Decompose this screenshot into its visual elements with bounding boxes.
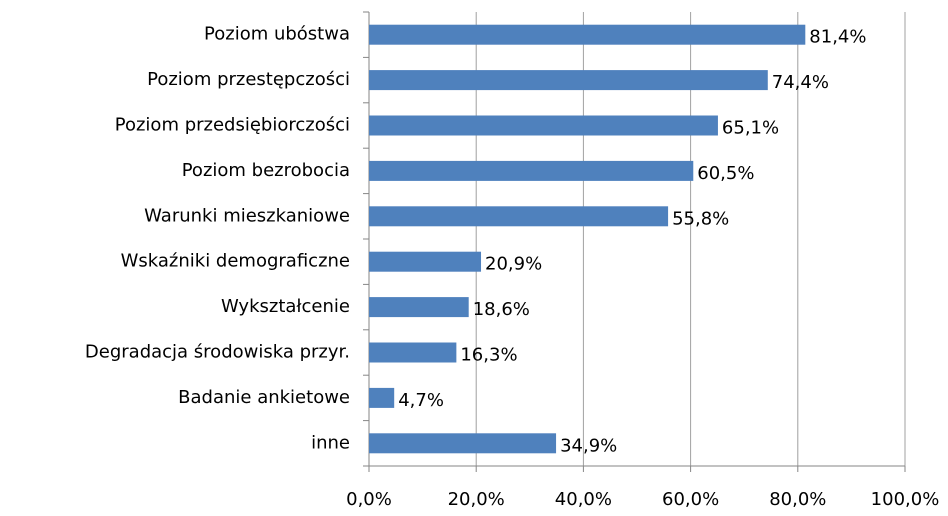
y-tick-label: Wskaźniki demograficzne (121, 251, 350, 272)
bar (369, 297, 469, 318)
bar (369, 24, 806, 45)
y-tick-label: Degradacja środowiska przyr. (85, 342, 350, 363)
y-tick-label: Badanie ankietowe (178, 387, 350, 408)
y-tick-label: Poziom przestępczości (147, 69, 350, 90)
y-tick-label: Poziom bezrobocia (182, 160, 350, 181)
bar (369, 251, 482, 272)
data-label: 60,5% (697, 163, 754, 184)
bar (369, 387, 395, 408)
x-tick-label: 60,0% (662, 489, 719, 510)
data-label: 4,7% (398, 390, 444, 411)
data-label: 34,9% (560, 435, 617, 456)
y-tick-label: inne (311, 432, 350, 453)
x-tick-label: 40,0% (555, 489, 612, 510)
bar (369, 70, 768, 91)
x-tick-label: 100,0% (871, 489, 940, 510)
x-tick-label: 80,0% (769, 489, 826, 510)
bar (369, 160, 694, 181)
x-tick-label: 0,0% (346, 489, 392, 510)
y-tick-label: Poziom ubóstwa (204, 24, 350, 45)
data-label: 20,9% (485, 254, 542, 275)
data-label: 81,4% (809, 27, 866, 48)
data-label: 74,4% (772, 72, 829, 93)
bar (369, 115, 718, 136)
data-label: 65,1% (722, 118, 779, 139)
y-tick-label: Poziom przedsiębiorczości (115, 115, 350, 136)
x-tick-label: 20,0% (448, 489, 505, 510)
bar (369, 342, 457, 363)
bar (369, 433, 557, 454)
data-label: 16,3% (460, 345, 517, 366)
y-tick-label: Warunki mieszkaniowe (144, 205, 350, 226)
data-label: 18,6% (473, 299, 530, 320)
y-tick-label: Wykształcenie (221, 296, 350, 317)
bar (369, 206, 669, 227)
data-label: 55,8% (672, 208, 729, 229)
